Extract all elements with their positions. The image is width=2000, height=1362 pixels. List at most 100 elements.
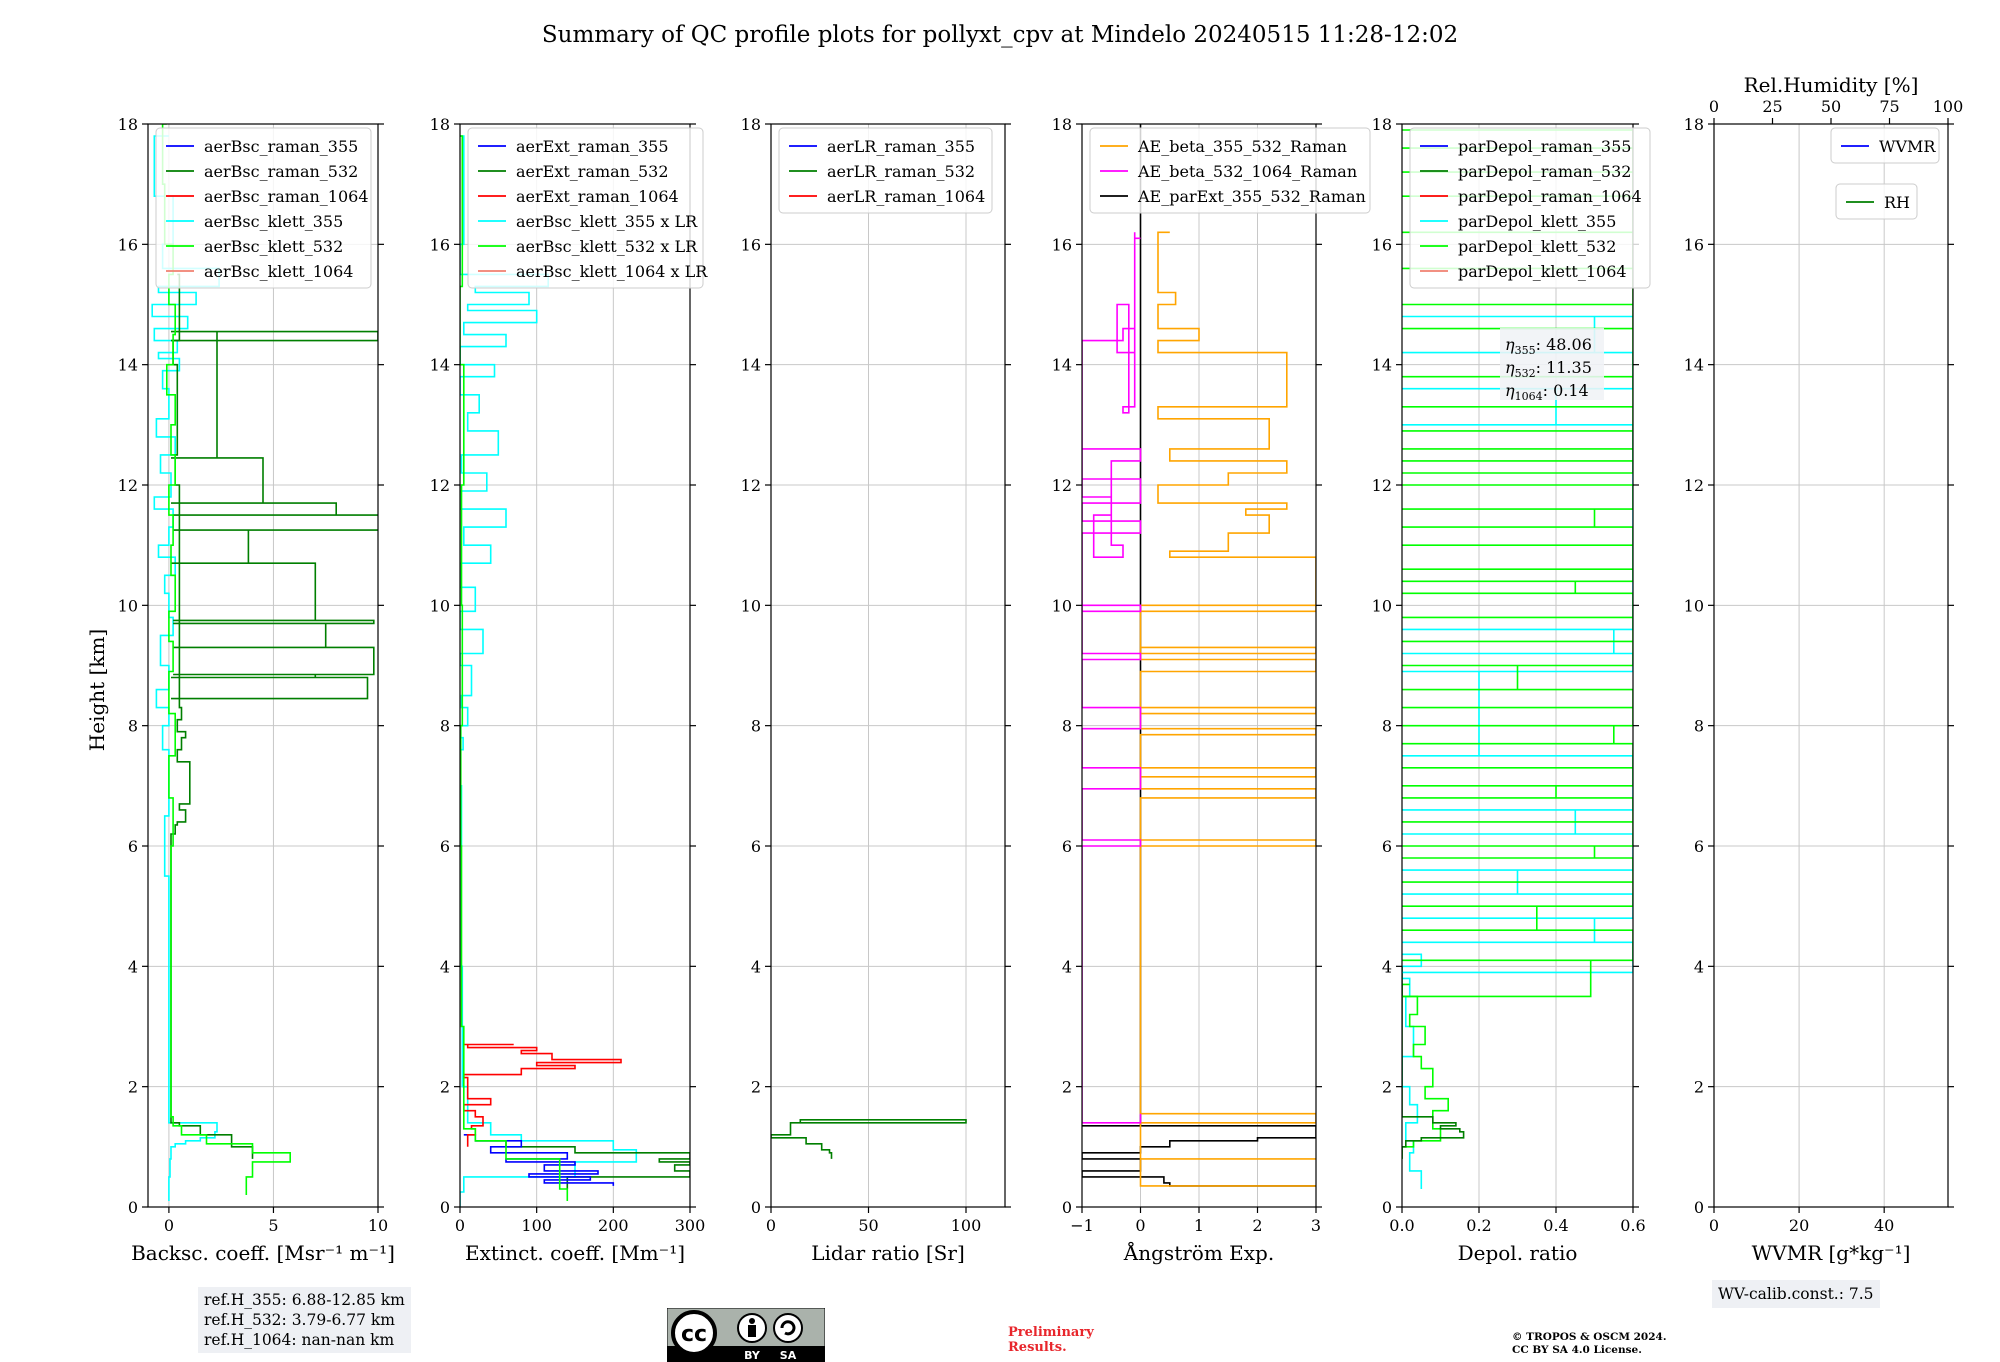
top-x-tick-label: 75 [1879, 97, 1899, 116]
series-pardepol-klett-532 [1402, 983, 1449, 1159]
copyright-line-1: © TROPOS & OSCM 2024. [1512, 1331, 1667, 1343]
legend-label: parDepol_raman_1064 [1458, 187, 1642, 206]
x-tick-label: 300 [675, 1216, 706, 1235]
y-tick-label: 12 [430, 476, 450, 495]
y-tick-label: 10 [1684, 596, 1704, 615]
x-tick-label: 20 [1789, 1216, 1809, 1235]
y-tick-label: 0 [1694, 1198, 1704, 1217]
legend-label: parDepol_klett_1064 [1458, 262, 1627, 281]
wv-calib-const: WV-calib.const.: 7.5 [1718, 1285, 1874, 1303]
reference-height-box: ref.H_355: 6.88-12.85 km ref.H_532: 3.79… [198, 1287, 411, 1353]
series-aerbsc-klett-532 [161, 124, 291, 1195]
x-tick-label: 0 [164, 1216, 174, 1235]
series-ae-beta-355-532-raman [1139, 231, 1316, 1187]
legend-label: parDepol_klett_355 [1458, 212, 1616, 231]
x-axis-label: Extinct. coeff. [Mm⁻¹] [465, 1241, 685, 1265]
series-pardepol-klett-355 [1402, 953, 1423, 1189]
legend-label: AE_parExt_355_532_Raman [1137, 187, 1366, 206]
y-tick-label: 2 [1694, 1078, 1704, 1097]
y-tick-label: 16 [1684, 235, 1704, 254]
legend-label: parDepol_raman_355 [1458, 137, 1631, 156]
legend-label: aerBsc_klett_1064 x LR [516, 262, 708, 281]
y-tick-label: 0 [751, 1198, 761, 1217]
x-tick-label: 0.2 [1466, 1216, 1491, 1235]
legend-label: AE_beta_532_1064_Raman [1137, 162, 1357, 181]
x-tick-label: 0 [766, 1216, 776, 1235]
legend-label: aerBsc_raman_1064 [204, 187, 369, 206]
figure-title: Summary of QC profile plots for pollyxt_… [541, 22, 1459, 48]
legend-label: aerBsc_klett_532 x LR [516, 237, 698, 256]
legend-rh: RH [1835, 183, 1918, 220]
y-tick-label: 12 [1372, 476, 1392, 495]
legend-label: aerBsc_klett_355 [204, 212, 343, 231]
by-person-head [749, 1318, 755, 1324]
x-tick-label: 100 [521, 1216, 552, 1235]
legend-frame [1830, 127, 1940, 164]
series-aerbsc-klett-355 [151, 135, 220, 1201]
legend-wvmr: WVMR [1830, 127, 1940, 164]
legend-label: aerLR_raman_532 [827, 162, 975, 181]
legend-label: aerExt_raman_1064 [516, 187, 679, 206]
y-tick-label: 12 [1052, 476, 1072, 495]
y-tick-label: 14 [1684, 356, 1704, 375]
x-tick-label: 0.0 [1389, 1216, 1414, 1235]
y-tick-label: 0 [1382, 1198, 1392, 1217]
legend-frame [778, 127, 993, 214]
y-tick-label: 4 [1062, 957, 1072, 976]
y-tick-label: 8 [751, 717, 761, 736]
top-x-tick-label: 25 [1762, 97, 1782, 116]
y-tick-label: 8 [1382, 717, 1392, 736]
series-group [1082, 124, 1316, 1187]
by-person-body [748, 1325, 756, 1337]
y-tick-label: 18 [1052, 115, 1072, 134]
x-tick-label: 0.6 [1620, 1216, 1645, 1235]
x-axis-label: Depol. ratio [1458, 1241, 1578, 1265]
y-tick-label: 8 [1694, 717, 1704, 736]
legend-label: parDepol_raman_532 [1458, 162, 1631, 181]
panel-ext: 0 2 4 6 8 10 12 14 16 18 0 100 200 300 Extinct. coeff.… [430, 115, 709, 1265]
x-tick-label: 0 [1709, 1216, 1719, 1235]
y-tick-label: 14 [430, 356, 450, 375]
axes-frame [147, 123, 379, 1208]
preliminary-line-2: Results. [1008, 1340, 1067, 1355]
legend-ae: AE_beta_355_532_Raman AE_beta_532_1064_Ra… [1089, 127, 1371, 214]
legend-label: aerBsc_klett_1064 [204, 262, 353, 281]
y-tick-label: 10 [741, 596, 761, 615]
x-tick-label: 3 [1311, 1216, 1321, 1235]
legend-label: aerExt_raman_355 [516, 137, 669, 156]
x-axis-label: Backsc. coeff. [Msr⁻¹ m⁻¹] [131, 1241, 395, 1265]
top-x-axis-label: Rel.Humidity [%] [1744, 73, 1919, 97]
y-tick-label: 18 [430, 115, 450, 134]
series-group [1402, 129, 1633, 1189]
ref-height-1064: ref.H_1064: nan-nan km [204, 1331, 395, 1349]
top-x-tick-label: 50 [1821, 97, 1841, 116]
sa-share-icon [773, 1313, 803, 1343]
y-tick-label: 2 [751, 1078, 761, 1097]
y-tick-label: 6 [1694, 837, 1704, 856]
series-aerbsc-raman-532 [170, 273, 254, 1159]
panel-wv: 0 2 4 6 8 10 12 14 16 18 0 20 40 WVMR [g*kg⁻¹] 0 25 50 75… [1684, 73, 1964, 1265]
y-tick-label: 2 [440, 1078, 450, 1097]
legend-frame [1089, 127, 1371, 214]
y-tick-label: 10 [430, 596, 450, 615]
axes-frame [770, 123, 1006, 1208]
series-aerbsc-klett-355-x-lr [460, 135, 638, 1207]
legend-frame [1835, 183, 1918, 220]
legend-frame [155, 127, 372, 289]
panel-lr: 0 2 4 6 8 10 12 14 16 18 0 50 100 Lidar ratio [Sr] aer… [741, 115, 1011, 1265]
y-tick-label: 10 [1052, 596, 1072, 615]
x-tick-label: −1 [1070, 1216, 1094, 1235]
x-tick-label: 0 [455, 1216, 465, 1235]
axes-frame [1401, 123, 1634, 1208]
y-tick-label: 2 [128, 1078, 138, 1097]
y-tick-label: 8 [1062, 717, 1072, 736]
y-tick-label: 16 [741, 235, 761, 254]
sa-arrow-icon [780, 1320, 796, 1336]
series-aerext-raman-1064 [463, 1043, 622, 1147]
y-tick-label: 6 [440, 837, 450, 856]
series-aerbsc-raman-532-spikes [171, 330, 378, 700]
y-tick-label: 4 [440, 957, 450, 976]
